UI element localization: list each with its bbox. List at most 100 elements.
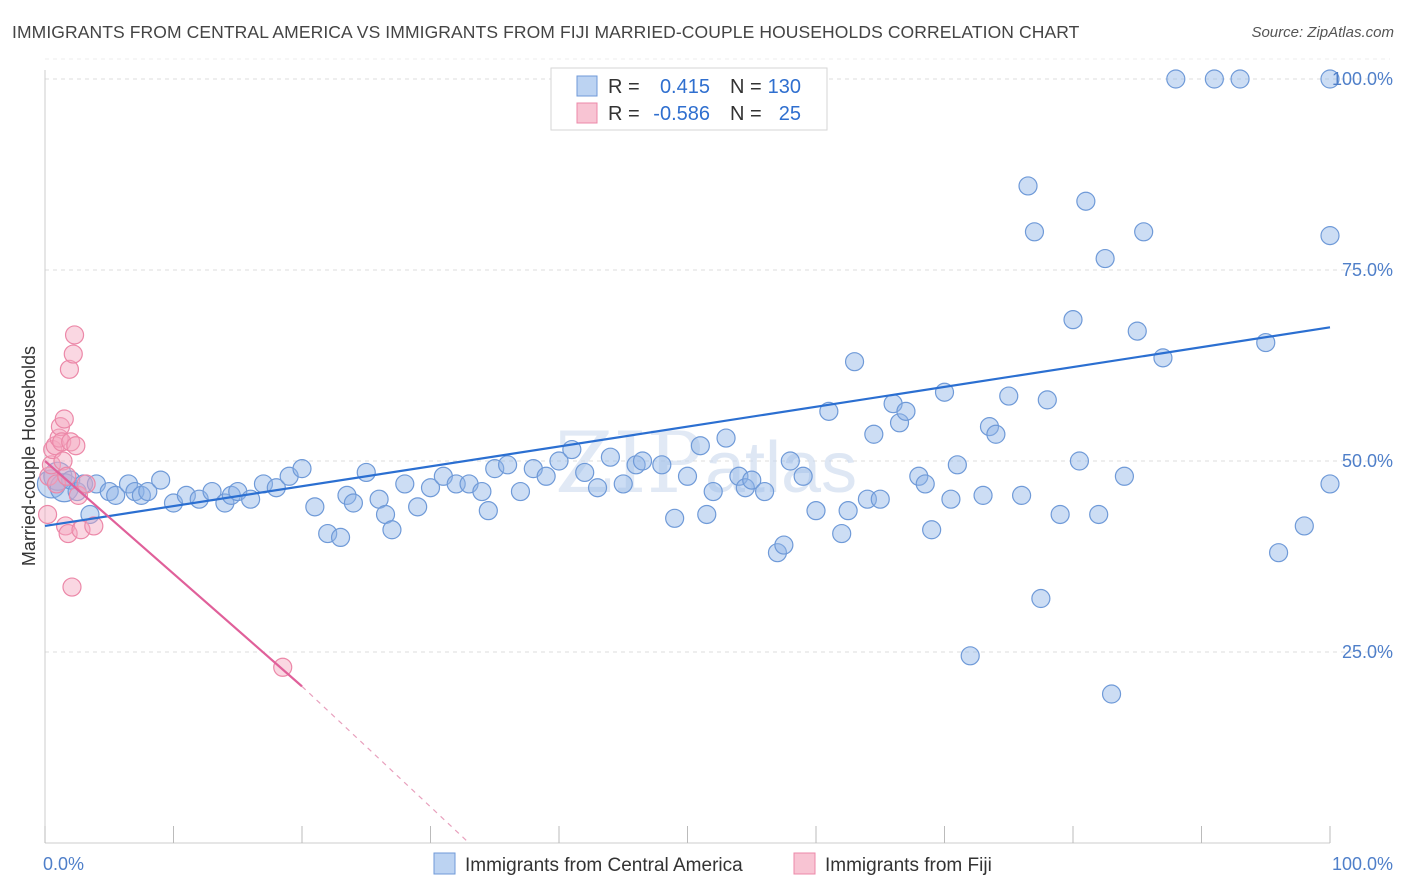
point-fiji <box>273 657 293 677</box>
point-fiji <box>46 474 67 494</box>
point-central-america <box>1114 466 1135 486</box>
legend-r-label-2: R = <box>608 103 640 125</box>
point-central-america <box>832 523 852 544</box>
point-central-america <box>1320 69 1340 89</box>
point-central-america <box>1024 222 1045 242</box>
point-central-america <box>382 520 402 540</box>
legend-swatch-fiji <box>576 102 598 124</box>
point-central-america <box>864 424 884 444</box>
point-central-america <box>343 493 363 513</box>
x-tick-label-max: 100.0% <box>1332 854 1393 874</box>
point-central-america <box>677 466 698 486</box>
point-fiji <box>37 504 58 525</box>
point-central-america <box>767 543 788 563</box>
point-central-america <box>1037 390 1057 410</box>
point-central-america <box>754 481 775 502</box>
point-central-america <box>947 455 967 475</box>
point-central-america <box>106 485 126 505</box>
point-central-america <box>318 523 338 544</box>
point-central-america <box>1089 504 1109 525</box>
point-central-america <box>575 462 595 483</box>
point-fiji <box>68 485 89 505</box>
point-central-america <box>703 481 723 502</box>
point-central-america <box>729 466 749 486</box>
point-central-america <box>793 466 813 486</box>
point-fiji <box>66 436 86 456</box>
point-central-america <box>896 401 916 421</box>
point-central-america <box>118 474 139 494</box>
point-central-america <box>478 501 498 521</box>
point-central-america <box>1011 485 1032 505</box>
point-central-america <box>498 455 518 475</box>
point-central-america <box>1031 588 1051 609</box>
point-central-america <box>600 447 621 467</box>
point-central-america <box>420 478 441 498</box>
point-central-america <box>292 459 312 479</box>
point-fiji <box>84 516 104 536</box>
point-fiji <box>76 474 96 494</box>
point-central-america <box>485 459 505 479</box>
legend-n-label-1: N = <box>730 76 762 98</box>
y-tick-labels: 25.0% 50.0% 75.0% 100.0% <box>1332 69 1393 662</box>
point-central-america <box>915 474 935 494</box>
point-central-america <box>652 455 672 475</box>
point-central-america <box>138 481 158 502</box>
point-central-america <box>510 481 531 502</box>
legend-swatch-central-america <box>576 75 598 97</box>
point-central-america <box>1076 191 1096 211</box>
point-central-america <box>889 413 910 433</box>
point-central-america <box>844 352 865 372</box>
point-central-america <box>735 478 755 498</box>
correlation-legend: R = 0.415 N = 130 R = -0.586 N = 25 <box>550 67 828 131</box>
point-central-america <box>999 386 1019 406</box>
chart-source: Source: ZipAtlas.com <box>1251 24 1394 41</box>
point-central-america <box>973 485 993 505</box>
point-central-america <box>870 489 890 509</box>
point-central-america <box>408 497 428 517</box>
point-fiji <box>62 577 82 597</box>
y-axis-title: Married-couple Households <box>19 346 39 566</box>
point-fiji <box>57 466 77 486</box>
trend-lines <box>44 326 1331 844</box>
point-central-america <box>690 436 710 456</box>
legend-r-value-1: 0.415 <box>660 76 710 98</box>
point-central-america <box>1069 451 1090 471</box>
series-central-america-points <box>36 69 1340 704</box>
point-central-america <box>1018 176 1038 196</box>
point-central-america <box>780 451 800 471</box>
trend-line-fiji-extension <box>301 685 470 844</box>
point-central-america <box>1320 226 1340 246</box>
bottom-legend-swatch-central-america <box>433 852 456 875</box>
point-fiji <box>58 523 78 544</box>
legend-n-value-1: 130 <box>768 76 801 98</box>
point-central-america <box>337 485 357 505</box>
point-central-america <box>1230 69 1250 89</box>
watermark-atlas: atlas <box>705 428 857 508</box>
chart-title: IMMIGRANTS FROM CENTRAL AMERICA VS IMMIG… <box>12 22 1080 42</box>
point-central-america <box>697 504 717 525</box>
grid-lines <box>45 58 1390 653</box>
point-central-america <box>305 497 325 517</box>
point-central-america <box>549 451 569 471</box>
point-central-america <box>330 527 351 548</box>
point-central-america <box>1063 310 1083 330</box>
point-central-america <box>356 462 376 483</box>
point-central-america <box>909 466 929 486</box>
point-central-america <box>716 428 736 448</box>
point-central-america <box>941 489 961 509</box>
point-central-america <box>986 424 1006 444</box>
point-central-america <box>774 535 794 555</box>
bottom-legend-label-fiji: Immigrants from Fiji <box>825 855 992 876</box>
point-central-america <box>61 470 81 490</box>
y-tick-label: 100.0% <box>1332 69 1393 89</box>
trend-line-central-america <box>44 326 1331 528</box>
series-legend: Immigrants from Central America Immigran… <box>433 852 992 876</box>
point-central-america <box>1294 516 1314 536</box>
point-central-america <box>587 478 608 498</box>
point-fiji <box>59 359 80 379</box>
point-central-america <box>806 501 826 521</box>
legend-n-value-2: 25 <box>779 103 801 125</box>
point-central-america <box>395 474 415 494</box>
point-central-america <box>922 520 942 540</box>
